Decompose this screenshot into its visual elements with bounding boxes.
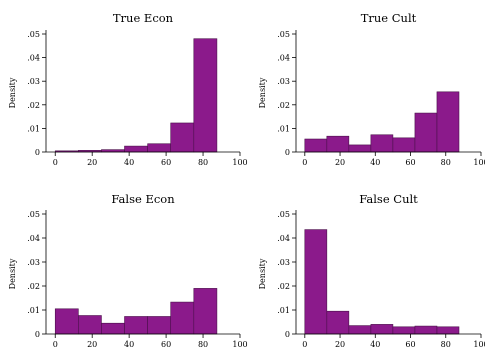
y-axis-label: Density [258, 258, 267, 289]
y-tick-label: 0 [285, 330, 290, 339]
x-tick-label: 100 [232, 340, 247, 349]
y-tick-label: .05 [27, 210, 40, 219]
y-tick-label: .04 [27, 54, 40, 63]
panel-title: False Econ [111, 192, 175, 206]
histogram-bar [147, 316, 172, 335]
histogram-bar [436, 326, 460, 335]
y-tick-label: 0 [35, 330, 40, 339]
y-tick-label: .01 [277, 306, 290, 315]
histogram-bar [370, 324, 394, 335]
y-tick-label: .01 [27, 306, 40, 315]
y-axis-label: Density [258, 77, 267, 108]
histogram-bar [348, 325, 372, 335]
x-tick-label: 0 [53, 158, 58, 167]
y-tick-label: .05 [277, 30, 290, 39]
histogram-bar [304, 138, 328, 153]
x-tick-label: 60 [405, 158, 415, 167]
x-tick-label: 0 [53, 340, 58, 349]
x-tick-label: 20 [87, 340, 97, 349]
y-tick-label: .05 [277, 210, 290, 219]
y-tick-label: .04 [277, 234, 290, 243]
histogram-panel: False Econ Density 0 .01 .02 .03 .04 .05 0 20 40 60… [8, 192, 248, 349]
histogram-bar [326, 310, 350, 335]
histogram-bar [414, 112, 438, 153]
y-tick-label: .03 [277, 258, 290, 267]
y-tick-label: .02 [27, 282, 40, 291]
x-tick-label: 80 [441, 158, 451, 167]
histogram-bar [124, 316, 148, 335]
histogram-bar [193, 288, 218, 335]
y-tick-label: .03 [27, 258, 40, 267]
histogram-bar [170, 301, 195, 335]
x-tick-label: 80 [198, 158, 208, 167]
x-tick-label: 40 [370, 158, 380, 167]
panel-title: False Cult [359, 192, 418, 206]
histogram-bar [54, 308, 79, 335]
y-axis-label: Density [8, 77, 17, 108]
y-tick-label: .01 [27, 124, 40, 133]
y-tick-label: .03 [277, 77, 290, 86]
histogram-bar [414, 325, 438, 335]
x-tick-label: 20 [335, 158, 345, 167]
x-tick-label: 100 [232, 158, 247, 167]
x-tick-label: 100 [473, 340, 485, 349]
y-tick-label: .04 [27, 234, 40, 243]
histogram-bar [193, 38, 218, 153]
histogram-bar [370, 134, 394, 153]
y-tick-label: .01 [277, 124, 290, 133]
histogram-bar [78, 315, 102, 335]
x-tick-label: 60 [161, 158, 171, 167]
x-tick-label: 60 [161, 340, 171, 349]
histogram-bar [124, 145, 148, 153]
histogram-bar [392, 137, 416, 153]
x-tick-label: 40 [124, 340, 134, 349]
x-tick-label: 0 [302, 158, 307, 167]
histogram-panel: True Cult Density 0 .01 .02 .03 .04 .05 0 20 40 60 8… [258, 11, 485, 167]
y-axis-label: Density [8, 258, 17, 289]
histogram-panel: True Econ Density 0 .01 .02 .03 .04 .05 0 20 40 60 8… [8, 11, 248, 167]
x-tick-label: 0 [302, 340, 307, 349]
histogram-bar [326, 135, 350, 153]
x-tick-label: 20 [87, 158, 97, 167]
x-tick-label: 80 [198, 340, 208, 349]
x-tick-label: 60 [405, 340, 415, 349]
y-tick-label: 0 [285, 148, 290, 157]
y-tick-label: .02 [27, 101, 40, 110]
histogram-panel: False Cult Density 0 .01 .02 .03 .04 .05 0 20 40 60… [258, 192, 485, 349]
histogram-bar [304, 229, 328, 335]
histogram-bar [147, 143, 172, 153]
x-tick-label: 80 [441, 340, 451, 349]
histogram-bar [101, 322, 125, 335]
histogram-bar [392, 326, 416, 335]
y-tick-label: .03 [27, 77, 40, 86]
y-tick-label: 0 [35, 148, 40, 157]
x-tick-label: 40 [370, 340, 380, 349]
x-tick-label: 20 [335, 340, 345, 349]
y-tick-label: .02 [277, 101, 290, 110]
y-tick-label: .02 [277, 282, 290, 291]
histogram-bar [348, 144, 372, 153]
y-tick-label: .05 [27, 30, 40, 39]
histogram-bar [436, 91, 460, 153]
histogram-bar [170, 122, 195, 153]
x-tick-label: 100 [473, 158, 485, 167]
x-tick-label: 40 [124, 158, 134, 167]
y-tick-label: .04 [277, 54, 290, 63]
panel-title: True Cult [361, 11, 417, 25]
panel-title: True Econ [113, 11, 174, 25]
